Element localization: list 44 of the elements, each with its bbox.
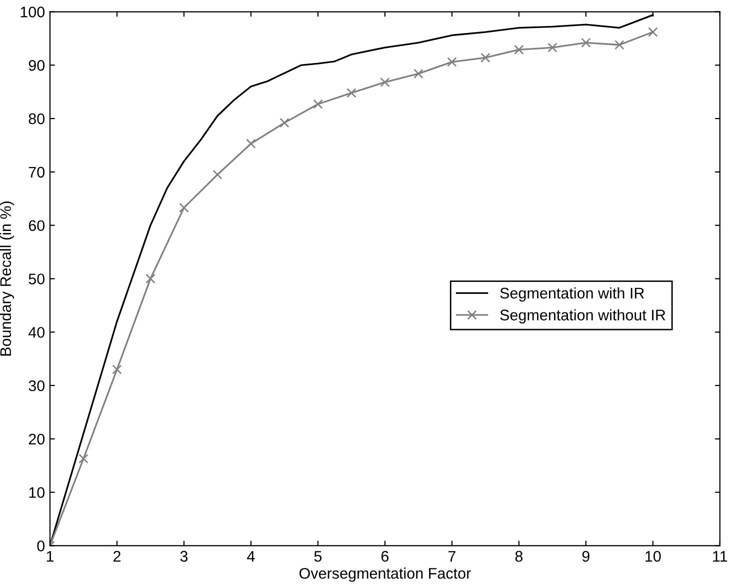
- point: [514, 44, 524, 55]
- x-tick-label: 1: [46, 551, 54, 562]
- point: [480, 52, 490, 63]
- legend-label: Segmentation without IR: [500, 309, 666, 324]
- point: [212, 170, 222, 180]
- point: [447, 57, 457, 67]
- point: [380, 77, 390, 88]
- point: [179, 202, 189, 213]
- point: [78, 454, 88, 464]
- x-tick-label: 5: [314, 551, 322, 562]
- y-tick-label: 90: [28, 60, 45, 71]
- y-tick-label: 30: [28, 380, 45, 392]
- y-tick-label: 20: [28, 434, 45, 445]
- x-tick-label: 11: [713, 551, 728, 562]
- x-tick-label: 8: [515, 550, 522, 562]
- y-tick-label: 80: [28, 113, 45, 124]
- y-tick-label: 10: [29, 487, 45, 498]
- point: [246, 138, 256, 148]
- y-tick-label: 0: [37, 540, 45, 552]
- point: [280, 118, 290, 128]
- point: [112, 364, 122, 374]
- point: [581, 38, 591, 48]
- point: [414, 68, 424, 79]
- y-tick-label: 50: [28, 274, 45, 284]
- point: [648, 27, 658, 37]
- x-tick-label: 2: [113, 550, 120, 562]
- x-tick-label: 9: [582, 550, 590, 562]
- y-tick-label: 100: [20, 6, 45, 18]
- x-tick-label: 4: [247, 551, 255, 562]
- point: [346, 88, 356, 98]
- point: [548, 42, 558, 52]
- point: [313, 99, 323, 109]
- legend-label: Segmentation with IR: [500, 287, 644, 302]
- x-tick-label: 3: [180, 550, 188, 562]
- x-tick-label: 10: [646, 550, 661, 562]
- x-tick-label: 6: [381, 550, 389, 562]
- y-tick-label: 70: [28, 166, 45, 178]
- y-tick-label: 40: [28, 326, 45, 338]
- y-axis-title: Boundary Recall (in %): [0, 202, 14, 356]
- y-tick-label: 60: [28, 220, 45, 232]
- x-axis-title: Oversegmentation Factor: [299, 568, 471, 582]
- point: [146, 274, 156, 284]
- x-tick-label: 7: [448, 551, 456, 562]
- point: [614, 40, 624, 50]
